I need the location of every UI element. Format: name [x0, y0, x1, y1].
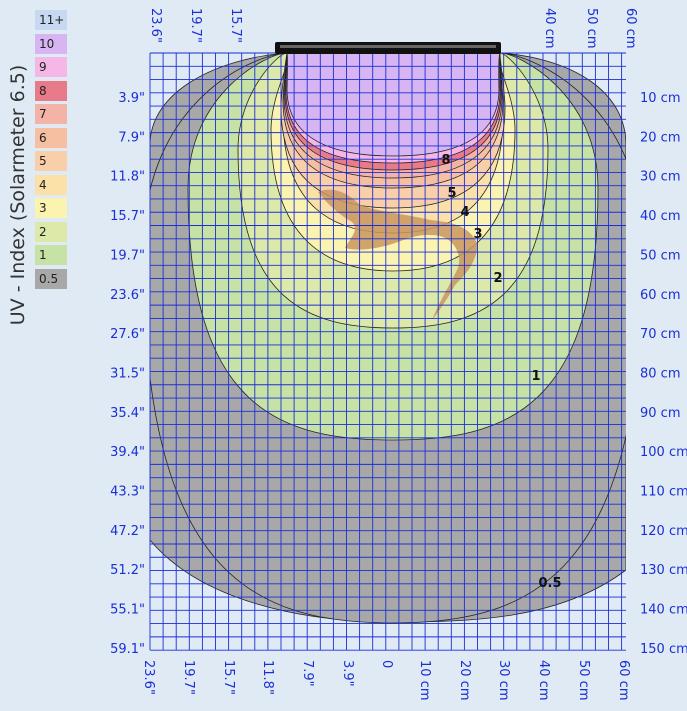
left-axis-label: 51.2": [110, 563, 145, 578]
top-axis-label: 40 cm: [542, 8, 557, 49]
right-axis-label: 50 cm: [640, 248, 681, 263]
bottom-axis-label: 20 cm: [457, 660, 472, 701]
right-axis-label: 130 cm: [640, 563, 687, 578]
right-axis-label: 90 cm: [640, 406, 681, 421]
bottom-axis-label: 23.6": [141, 660, 156, 695]
bottom-axis-label: 50 cm: [576, 660, 591, 701]
contour-label: 3: [473, 227, 482, 242]
left-axis-label: 59.1": [110, 642, 145, 657]
right-axis-label: 70 cm: [640, 327, 681, 342]
uv-lamp-tube: [280, 45, 496, 48]
bottom-axis-label: 11.8": [260, 660, 275, 695]
left-axis-label: 43.3": [110, 485, 145, 500]
legend-swatch: 3: [35, 198, 67, 218]
left-axis-label: 47.2": [110, 524, 145, 539]
left-axis-label: 7.9": [118, 130, 145, 145]
contour-label: 0.5: [538, 576, 561, 591]
right-axis-label: 10 cm: [640, 91, 681, 106]
legend-swatch: 9: [35, 57, 67, 77]
bottom-axis-label: 19.7": [181, 660, 196, 695]
top-axis-label: 60 cm: [623, 8, 638, 49]
bottom-axis-label: 10 cm: [417, 660, 432, 701]
legend-swatch: 11+: [35, 10, 67, 30]
legend-swatch: 1: [35, 245, 67, 265]
legend-swatch: 5: [35, 151, 67, 171]
left-axis-label: 15.7": [110, 209, 145, 224]
left-axis-label: 39.4": [110, 445, 145, 460]
left-axis-label: 3.9": [118, 91, 145, 106]
bottom-axis-label: 0: [379, 660, 394, 668]
legend-swatch: 7: [35, 104, 67, 124]
right-axis-label: 100 cm: [640, 445, 687, 460]
left-axis-label: 19.7": [110, 248, 145, 263]
top-axis-label: 23.6": [148, 8, 163, 43]
contour-label: 1: [531, 369, 540, 384]
left-axis-label: 27.6": [110, 327, 145, 342]
contour-label: 5: [447, 186, 456, 201]
right-axis-label: 20 cm: [640, 130, 681, 145]
right-axis-label: 40 cm: [640, 209, 681, 224]
bottom-axis-label: 15.7": [221, 660, 236, 695]
left-axis-label: 31.5": [110, 366, 145, 381]
top-axis-label: 15.7": [228, 8, 243, 43]
legend-swatch: 0.5: [35, 268, 67, 289]
left-axis-label: 11.8": [110, 170, 145, 185]
legend-swatch: 10: [35, 33, 67, 54]
contour-group: [150, 53, 626, 624]
bottom-axis-label: 40 cm: [536, 660, 551, 701]
right-axis-label: 110 cm: [640, 485, 687, 500]
right-axis-label: 30 cm: [640, 170, 681, 185]
bottom-axis-label: 60 cm: [616, 660, 631, 701]
top-axis-label: 19.7": [188, 8, 203, 43]
legend-swatch: 6: [35, 127, 67, 148]
right-axis-label: 80 cm: [640, 366, 681, 381]
right-axis-label: 120 cm: [640, 524, 687, 539]
right-axis-label: 60 cm: [640, 288, 681, 303]
bottom-axis-label: 30 cm: [496, 660, 511, 701]
contour-band-10: [286, 53, 501, 157]
left-axis-label: 35.4": [110, 406, 145, 421]
left-axis-label: 23.6": [110, 288, 145, 303]
legend-swatch: 2: [35, 221, 67, 242]
left-axis-label: 55.1": [110, 603, 145, 618]
right-axis-label: 140 cm: [640, 603, 687, 618]
bottom-axis-label: 7.9": [300, 660, 315, 687]
grid: [149, 52, 626, 651]
right-axis-label: 150 cm: [640, 642, 687, 657]
legend-swatch: 8: [35, 80, 67, 101]
legend-swatch: 4: [35, 174, 67, 195]
top-axis-label: 50 cm: [584, 8, 599, 49]
contour-label: 4: [460, 205, 469, 220]
bottom-axis-label: 3.9": [340, 660, 355, 687]
contour-label: 2: [493, 271, 502, 286]
contour-label: 8: [441, 153, 450, 168]
